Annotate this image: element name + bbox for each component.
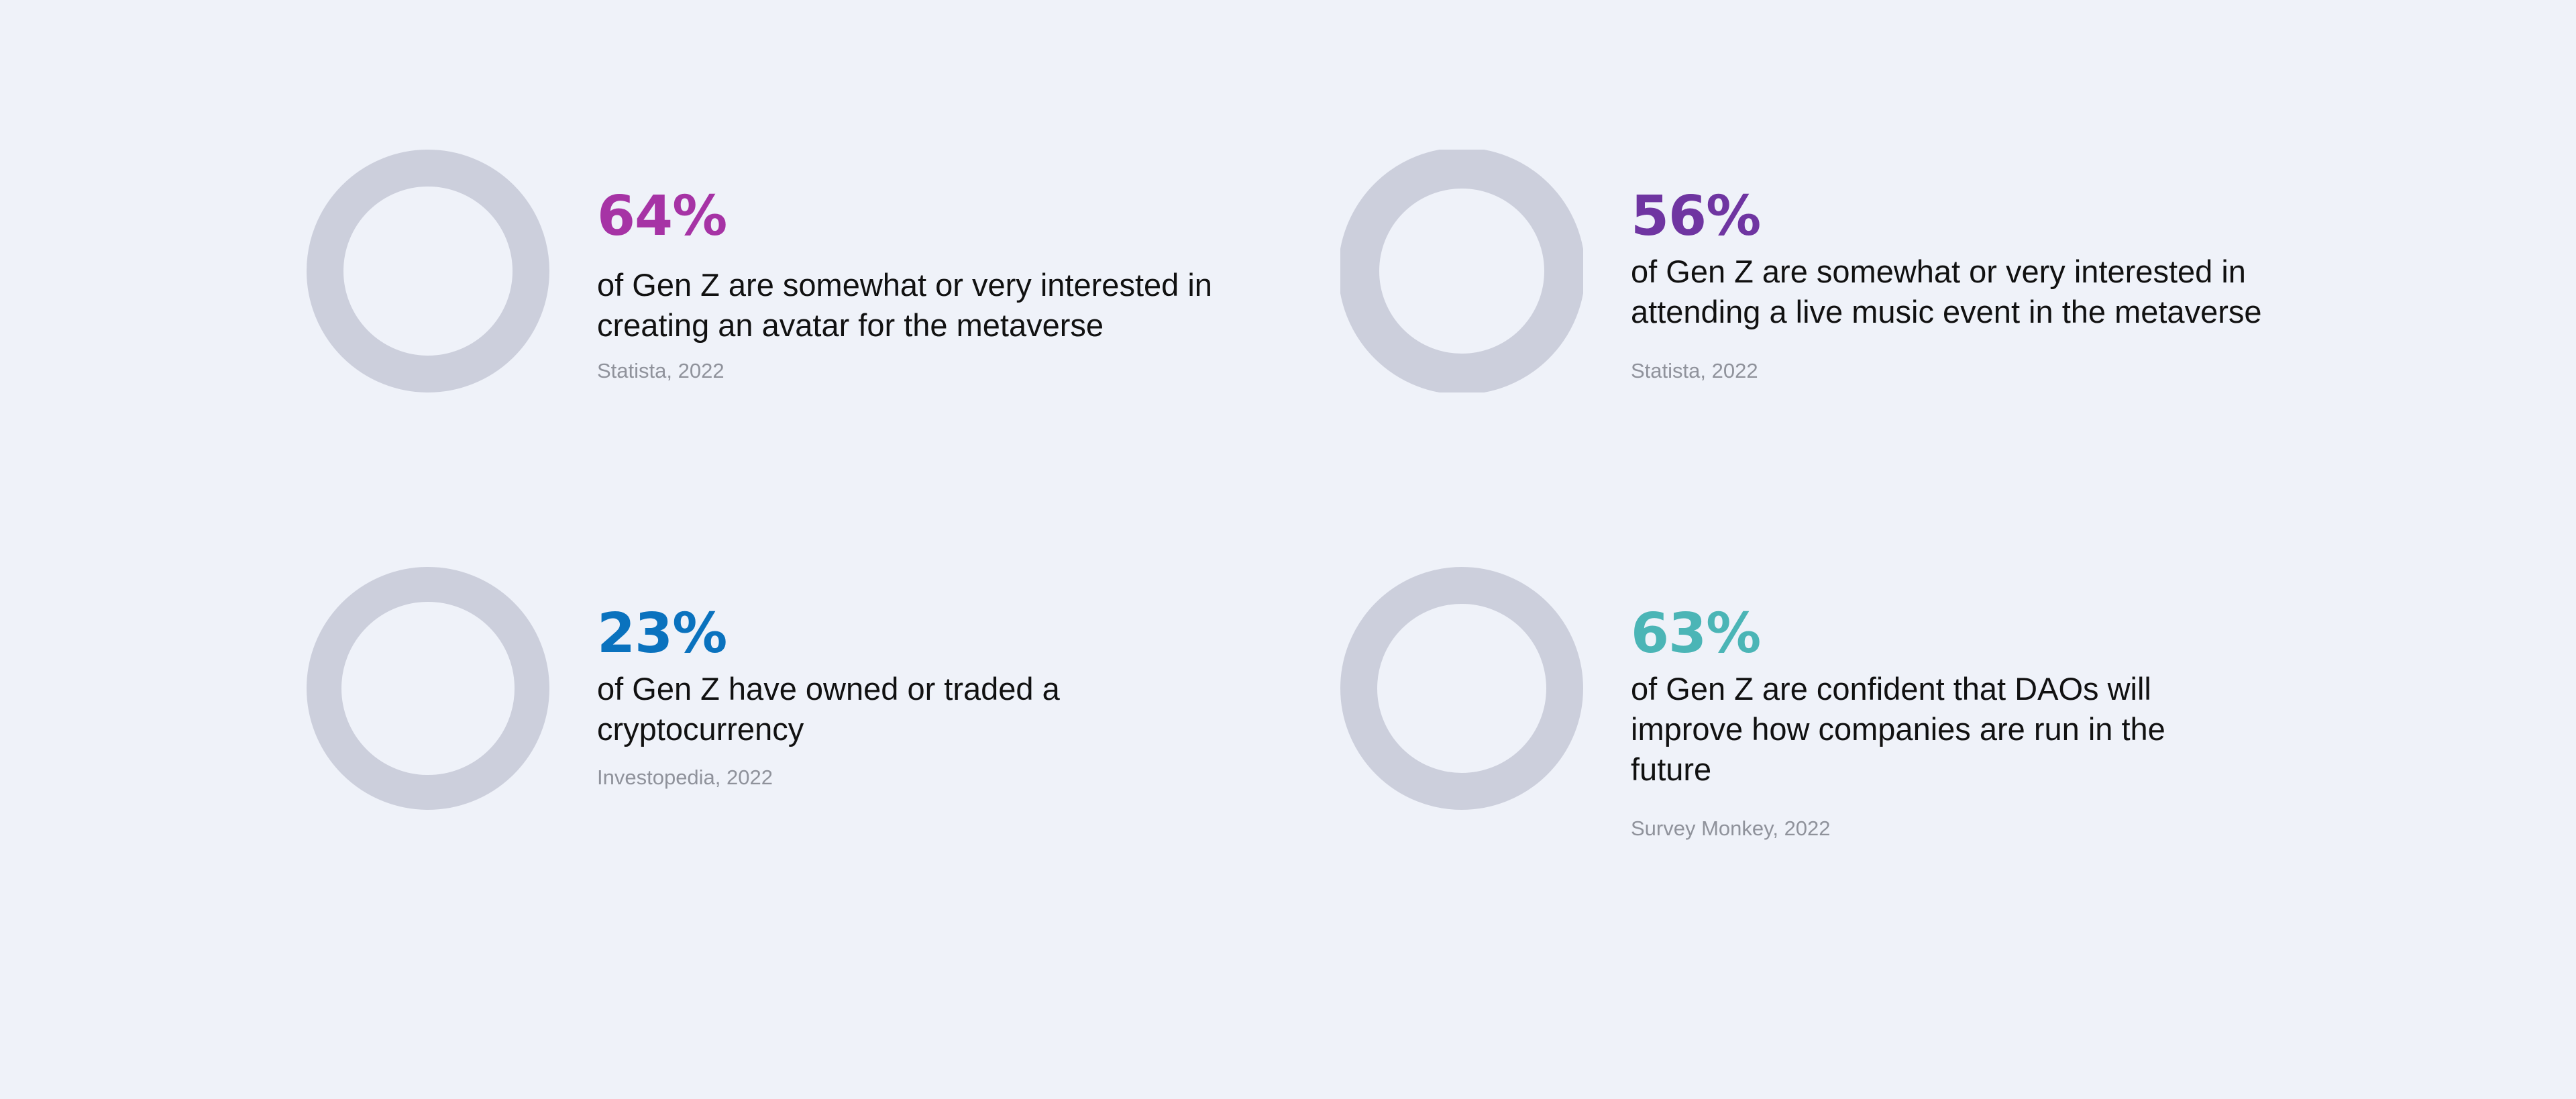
stat-description: of Gen Z are somewhat or very interested… bbox=[597, 267, 1212, 343]
stat-source: Investopedia, 2022 bbox=[597, 766, 773, 789]
donut-track bbox=[307, 567, 549, 810]
donut-svg-3 bbox=[307, 567, 549, 810]
donut-chart-4 bbox=[1340, 567, 1583, 810]
stat-source: Statista, 2022 bbox=[597, 359, 724, 382]
percent-value: 56% bbox=[1631, 185, 1761, 248]
percent-value: 23% bbox=[597, 602, 727, 666]
stat-text-2: 56% of Gen Z are somewhat or very intere… bbox=[1631, 189, 2302, 383]
percent-value: 64% bbox=[597, 185, 727, 248]
donut-track bbox=[1340, 567, 1583, 810]
donut-chart-2 bbox=[1340, 150, 1583, 392]
donut-track bbox=[307, 150, 549, 392]
stat-text-1: 64% of Gen Z are somewhat or very intere… bbox=[597, 189, 1268, 383]
stat-source: Statista, 2022 bbox=[1631, 359, 1758, 382]
donut-svg-1 bbox=[307, 150, 549, 392]
stat-text-3: 23% of Gen Z have owned or traded a cryp… bbox=[597, 607, 1268, 790]
donut-track bbox=[1340, 150, 1583, 392]
stat-description: of Gen Z have owned or traded a cryptocu… bbox=[597, 671, 1060, 747]
donut-chart-3 bbox=[307, 567, 549, 810]
donut-chart-1 bbox=[307, 150, 549, 392]
donut-svg-4 bbox=[1340, 567, 1583, 810]
stat-source: Survey Monkey, 2022 bbox=[1631, 817, 1831, 840]
stat-text-4: 63% of Gen Z are confident that DAOs wil… bbox=[1631, 607, 2302, 841]
stat-description: of Gen Z are somewhat or very interested… bbox=[1631, 254, 2262, 329]
stat-description: of Gen Z are confident that DAOs will im… bbox=[1631, 671, 2165, 787]
donut-svg-2 bbox=[1340, 150, 1583, 392]
percent-value: 63% bbox=[1631, 602, 1761, 666]
